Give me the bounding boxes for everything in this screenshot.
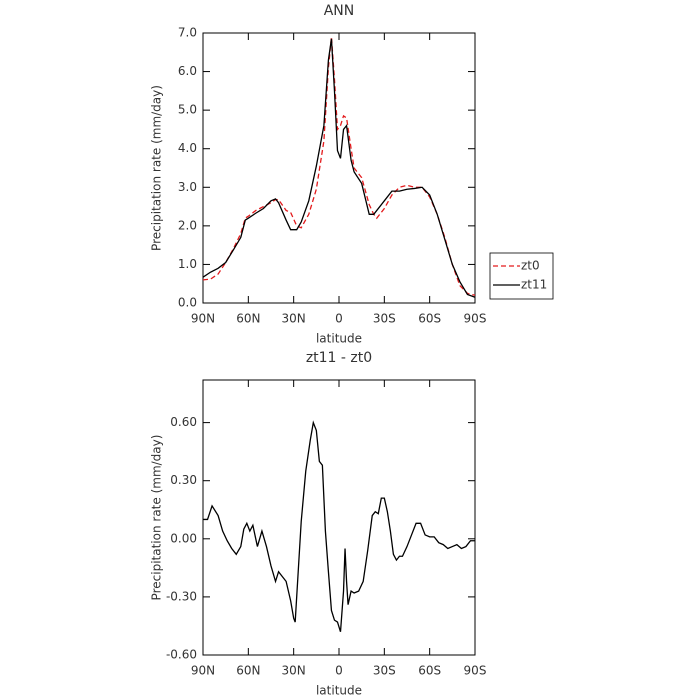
x-tick-label: 0 [335,312,343,326]
plot-frame [202,379,476,656]
series-line [202,36,476,296]
x-tick-label: 30N [282,664,306,678]
y-tick-label: -0.60 [166,648,197,662]
legend-label: zt11 [521,278,547,292]
x-tick-label: 30S [373,312,396,326]
x-tick-label: 90N [191,312,215,326]
x-axis-label: latitude [316,332,362,346]
x-tick-label: 30N [282,312,306,326]
y-axis-label: Precipitation rate (mm/day) [150,435,164,601]
y-axis-label: Precipitation rate (mm/day) [150,85,164,251]
y-tick-label: 2.0 [178,218,197,232]
y-tick-label: -0.30 [166,589,197,603]
y-tick-label: 0.0 [178,296,197,310]
x-tick-label: 90S [464,664,487,678]
x-axis-label: latitude [316,684,362,698]
series-line [203,420,475,632]
x-tick-label: 60N [236,312,260,326]
y-tick-label: 1.0 [178,257,197,271]
y-tick-label: 7.0 [178,26,197,40]
x-tick-label: 60S [418,312,441,326]
y-tick-label: 0.30 [170,473,197,487]
legend-label: zt0 [521,259,540,273]
x-tick-label: 60S [418,664,441,678]
x-tick-label: 90N [191,664,215,678]
y-tick-label: 6.0 [178,64,197,78]
series-line [202,38,476,298]
y-tick-label: 4.0 [178,141,197,155]
x-tick-label: 0 [335,664,343,678]
y-tick-label: 5.0 [178,103,197,117]
chart-title: ANN [324,3,355,19]
y-tick-label: 3.0 [178,180,197,194]
legend-box [489,252,554,300]
x-tick-label: 60N [236,664,260,678]
chart-title: zt11 - zt0 [306,350,372,366]
x-tick-label: 30S [373,664,396,678]
y-tick-label: 0.60 [170,415,197,429]
plot-frame [202,32,476,304]
x-tick-label: 90S [464,312,487,326]
y-tick-label: 0.00 [170,531,197,545]
